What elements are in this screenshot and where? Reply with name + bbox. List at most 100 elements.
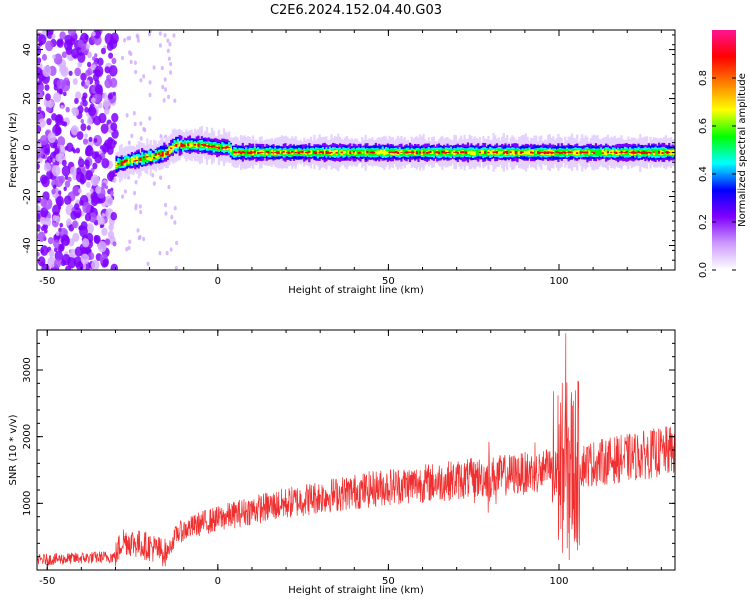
spectrogram-ridge-cell: [168, 150, 171, 152]
spectrogram-ridge-cell: [579, 151, 582, 154]
spectrogram-ridge-cell: [436, 151, 439, 154]
colorbar-tick-label: 0.2: [698, 214, 709, 230]
spectrogram-xtick-label: 0: [215, 276, 221, 287]
spectrogram-noise-blob: [74, 203, 80, 211]
spectrogram-ridge-cell: [144, 158, 147, 160]
spectrogram-ridge-cell: [327, 151, 330, 154]
spectrogram-ridge-cell: [390, 151, 393, 155]
spectrogram-noise-blob: [108, 223, 114, 231]
spectrogram-ridge-cell: [453, 152, 456, 153]
spectrogram-ridge-cell: [316, 150, 319, 154]
spectrogram-ridge-cell: [335, 152, 338, 154]
spectrogram-ridge-cell: [258, 152, 261, 154]
spectrogram-ridge-cell: [603, 150, 606, 155]
spectrogram-noise-blob: [61, 79, 71, 92]
spectrogram-noise-blob: [37, 89, 44, 100]
spectrogram-ridge-cell: [456, 152, 459, 154]
spectrogram-ridge-cell: [294, 151, 297, 154]
spectrogram-noise-blob: [37, 156, 43, 164]
spectrogram-ridge-cell: [211, 145, 214, 148]
spectrogram-noise-blob: [167, 184, 171, 190]
spectrogram-noise-blob: [66, 218, 72, 226]
spectrogram-noise-blob: [47, 236, 54, 245]
spectrogram-ridge-cell: [371, 151, 374, 154]
spectrogram-ytick-label: 0: [22, 144, 33, 150]
spectrogram-ridge-cell: [606, 151, 609, 153]
spectrogram-noise-blob: [44, 217, 52, 227]
spectrogram-ridge-cell: [277, 151, 280, 155]
spectrogram-noise-blob: [102, 92, 108, 100]
spectrogram-noise-blob: [51, 33, 56, 40]
spectrogram-noise-blob: [166, 48, 170, 53]
spectrogram-ridge-cell: [378, 150, 381, 155]
spectrogram-ridge-cell: [383, 149, 386, 156]
spectrogram-ridge-cell: [151, 154, 154, 160]
spectrogram-ridge-cell: [424, 149, 427, 156]
spectrogram-ridge-cell: [402, 149, 405, 156]
spectrogram-ridge-cell: [669, 150, 673, 155]
spectrogram-ridge-cell: [511, 150, 514, 155]
spectrogram-ridge-cell: [639, 151, 642, 154]
spectrogram-ridge-cell: [555, 151, 558, 153]
spectrogram-ridge-cell: [379, 150, 383, 154]
spectrogram-ridge-cell: [170, 145, 173, 153]
spectrogram-ridge-cell: [664, 151, 667, 154]
spectrogram-ridge-cell: [173, 145, 176, 147]
spectrogram-ridge-cell: [465, 151, 468, 154]
spectrogram-noise-blob: [75, 147, 81, 154]
spectrogram-noise-blob: [59, 31, 66, 40]
spectrogram-ylabel: Frequency (Hz): [8, 112, 19, 188]
spectrogram-ridge-cell: [576, 152, 579, 154]
spectrogram-ridge-cell: [552, 152, 555, 154]
spectrogram-noise-blob: [85, 69, 91, 77]
spectrogram-ridge-cell: [212, 145, 215, 148]
spectrogram-ridge-cell: [137, 158, 140, 160]
spectrogram-noise-blob: [66, 142, 74, 152]
spectrogram-ridge-cell: [338, 150, 342, 154]
spectrogram-xtick-label: -50: [39, 276, 55, 287]
spectrogram-noise-blob: [91, 97, 96, 104]
spectrogram-ridge-cell: [134, 160, 137, 162]
spectrogram-noise-blob: [172, 33, 176, 38]
spectrogram-noise-blob: [74, 97, 79, 104]
spectrogram-noise-blob: [133, 60, 137, 65]
spectrogram-noise-blob: [79, 225, 88, 238]
spectrogram-ridge-cell: [374, 151, 377, 154]
spectrogram-ridge-cell: [582, 151, 586, 154]
spectrogram-ridge-cell: [313, 150, 316, 154]
spectrogram-noise-blob: [89, 188, 94, 194]
spectrogram-ridge-cell: [304, 151, 308, 154]
spectrogram-noise-blob: [37, 148, 44, 158]
spectrogram-noise-blob: [72, 78, 78, 85]
spectrogram-noise-blob: [45, 93, 51, 101]
spectrogram-ridge-cell: [170, 147, 173, 149]
spectrogram-noise-blob: [88, 136, 93, 143]
spectrogram-noise-blob: [59, 222, 63, 228]
spectrogram-noise-blob: [148, 92, 152, 98]
spectrogram-noise-blob: [101, 182, 107, 189]
spectrogram-ridge-cell: [448, 151, 451, 153]
spectrogram-ridge-cell: [321, 151, 325, 154]
spectrogram-noise-blob: [60, 234, 70, 246]
spectrogram-ridge-cell: [431, 150, 434, 154]
spectrogram-ridge-cell: [637, 151, 640, 154]
spectrogram-ridge-cell: [596, 149, 599, 156]
spectrogram-ridge-cell: [142, 156, 145, 159]
spectrogram-noise-blob: [111, 112, 119, 123]
spectrogram-ridge-cell: [410, 151, 413, 154]
spectrogram-ridge-cell: [350, 151, 354, 154]
spectrogram-ridge-cell: [279, 150, 282, 154]
spectrogram-ridge-cell: [362, 150, 366, 156]
spectrogram-noise-blob: [69, 37, 76, 46]
spectrogram-noise-blob: [139, 121, 143, 126]
spectrogram-ridge-cell: [599, 149, 603, 155]
spectrogram-noise-blob: [54, 247, 58, 253]
spectrogram-ridge-cell: [501, 150, 504, 154]
spectrogram-noise-blob: [162, 98, 166, 103]
colorbar: 0.0 0.2 0.4 0.6 0.8 Normalized spectral ampl…: [698, 30, 748, 278]
spectrogram-ridge-cell: [518, 150, 521, 155]
spectrogram-ridge-cell: [193, 143, 197, 146]
spectrogram-noise-blob: [67, 176, 72, 182]
spectrogram-noise-blob: [92, 162, 98, 170]
spectrogram-noise-blob: [63, 195, 72, 206]
